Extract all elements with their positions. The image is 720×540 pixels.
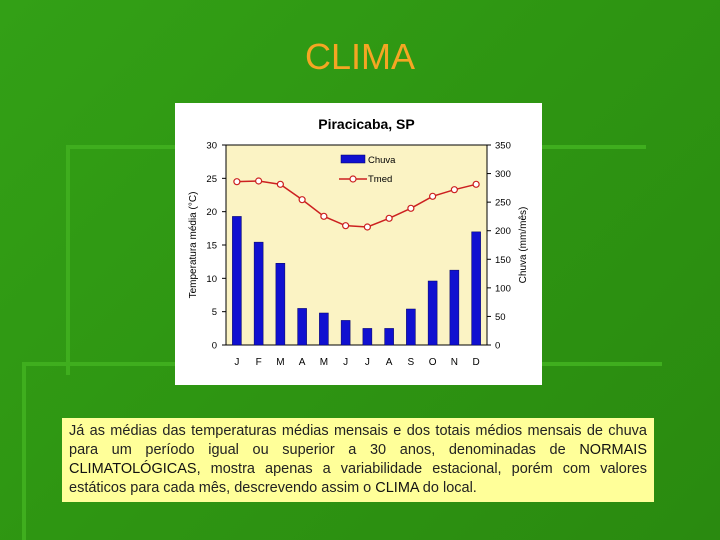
x-tick-label: J (343, 357, 348, 368)
x-tick-label: F (256, 357, 262, 368)
line-tmed (236, 180, 477, 228)
y-right-tick-label: 0 (495, 341, 500, 352)
y-left-tick-label: 30 (206, 141, 217, 152)
caption-highlight: NORMAIS CLIMATOLÓGICAS (69, 442, 647, 477)
y-left-axis-label: Temperatura média (°C) (188, 192, 199, 299)
point-tmed (407, 204, 415, 212)
chart-container: Piracicaba, SP 0 5 10 15 20 25 30 0 50 100 150 200 25… (175, 103, 542, 385)
y-right-axis-label: Chuva (mm/mês) (518, 207, 529, 284)
bar-chuva (449, 269, 460, 346)
x-tick-label: M (276, 357, 284, 368)
x-tick-label: O (429, 357, 437, 368)
bar-chuva (340, 320, 351, 346)
y-right-tick-label: 150 (495, 255, 511, 266)
y-right-tick-label: 300 (495, 169, 511, 180)
plot-area (225, 144, 488, 346)
bar-chuva (232, 216, 242, 346)
x-tick-label: D (473, 357, 480, 368)
y-right-tick-label: 350 (495, 141, 511, 152)
x-tick-label: A (386, 357, 393, 368)
x-tick-label: A (299, 357, 306, 368)
bar-chuva (362, 328, 373, 346)
y-right-tick-label: 250 (495, 198, 511, 209)
legend-label-tmed: Tmed (368, 174, 392, 185)
y-left-tick-label: 15 (206, 241, 217, 252)
decor-line (66, 145, 70, 375)
y-right-tick-label: 100 (495, 283, 511, 294)
point-tmed (385, 214, 393, 222)
x-tick-label: N (451, 357, 458, 368)
y-right-tick-label: 200 (495, 226, 511, 237)
y-left-tick-label: 20 (206, 207, 217, 218)
y-left-tick-label: 25 (206, 174, 217, 185)
y-left-tick-label: 5 (212, 307, 217, 318)
bar-chuva (275, 263, 286, 346)
caption-highlight: CLIMA (375, 480, 419, 496)
slide-title: CLIMA (304, 36, 416, 77)
x-tick-label: S (408, 357, 415, 368)
x-tick-label: J (365, 357, 370, 368)
caption-text: Já as médias das temperaturas médias men… (62, 418, 654, 502)
decor-line (22, 362, 26, 540)
point-tmed (276, 180, 284, 188)
point-tmed (320, 212, 328, 220)
caption-part: do local. (418, 480, 477, 496)
x-tick-label: J (234, 357, 239, 368)
point-tmed (429, 192, 437, 200)
y-left-tick-label: 10 (206, 274, 217, 285)
bar-chuva (319, 312, 329, 346)
bar-chuva (406, 308, 416, 346)
x-tick-label: M (320, 357, 328, 368)
climate-chart: Piracicaba, SP05101520253005010015020025… (188, 116, 529, 368)
chart-title: Piracicaba, SP (318, 116, 415, 132)
bar-chuva (471, 231, 481, 346)
legend-marker-tmed (349, 175, 357, 183)
caption-part: , mostra apenas a variabilidade estacion… (69, 461, 647, 496)
y-right-tick-label: 50 (495, 312, 506, 323)
point-tmed (342, 222, 350, 230)
caption-part: Já as médias das temperaturas médias men… (69, 423, 647, 458)
point-tmed (363, 223, 371, 231)
point-tmed (233, 178, 241, 186)
legend-label-chuva: Chuva (368, 155, 396, 166)
point-tmed (472, 180, 480, 188)
point-tmed (298, 196, 306, 204)
bar-chuva (384, 328, 394, 346)
point-tmed (255, 177, 263, 185)
y-left-tick-label: 0 (212, 341, 217, 352)
bar-chuva (297, 308, 307, 346)
bar-chuva (253, 241, 264, 346)
legend-swatch-chuva (340, 154, 366, 164)
bar-chuva (427, 280, 438, 346)
point-tmed (450, 186, 458, 194)
